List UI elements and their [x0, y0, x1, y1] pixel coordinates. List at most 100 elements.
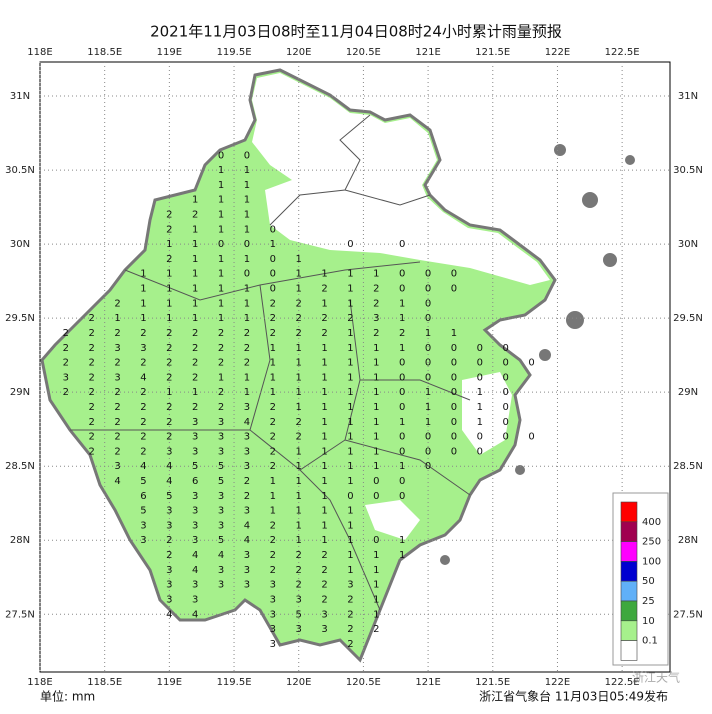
legend-label: 25	[642, 596, 655, 607]
rain-value: 1	[321, 269, 327, 280]
rain-value: 0	[451, 358, 457, 369]
legend-swatch	[620, 501, 638, 523]
rain-value: 1	[218, 210, 224, 221]
rain-value: 2	[218, 358, 224, 369]
rain-value: 1	[244, 298, 250, 309]
rain-value: 2	[166, 210, 172, 221]
rain-value: 2	[114, 417, 120, 428]
rain-value: 2	[166, 358, 172, 369]
x-tick-label: 121.5E	[475, 47, 510, 58]
rain-value: 4	[192, 550, 198, 561]
rain-value: 1	[347, 446, 353, 457]
legend-label: 400	[642, 517, 661, 528]
rain-value: 0	[425, 298, 431, 309]
rain-value: 2	[166, 343, 172, 354]
rain-value: 2	[218, 328, 224, 339]
rain-value: 2	[347, 313, 353, 324]
island	[582, 192, 598, 208]
rain-value: 2	[373, 284, 379, 295]
rain-value: 0	[218, 150, 224, 161]
legend-label: 250	[642, 537, 661, 548]
rain-value: 2	[296, 328, 302, 339]
rain-value: 1	[373, 372, 379, 383]
rain-value: 2	[296, 313, 302, 324]
rain-value: 1	[296, 387, 302, 398]
rain-value: 0	[399, 372, 405, 383]
rain-value: 1	[477, 417, 483, 428]
rain-value: 3	[270, 580, 276, 591]
rain-value: 1	[244, 387, 250, 398]
title: 2021年11月03日08时至11月04日08时24小时累计雨量预报	[150, 23, 562, 41]
rain-value: 1	[140, 298, 146, 309]
rain-value: 2	[244, 476, 250, 487]
rain-value: 1	[347, 565, 353, 576]
rain-value: 3	[244, 580, 250, 591]
border	[344, 439, 471, 496]
rain-value: 5	[296, 609, 302, 620]
rain-value: 0	[477, 358, 483, 369]
rain-value: 3	[244, 506, 250, 517]
rain-value: 1	[321, 535, 327, 546]
rain-value: 0	[503, 432, 509, 443]
rain-value: 0	[451, 387, 457, 398]
rain-value: 4	[166, 476, 172, 487]
rain-value: 3	[192, 535, 198, 546]
rain-value: 2	[296, 298, 302, 309]
border	[299, 469, 381, 611]
rain-value: 0	[270, 284, 276, 295]
y-tick-label: 29.5N	[5, 313, 35, 324]
rain-value: 2	[192, 343, 198, 354]
rain-value: 0	[477, 446, 483, 457]
rain-value: 0	[270, 224, 276, 235]
rain-value: 2	[166, 550, 172, 561]
rain-value: 1	[347, 372, 353, 383]
rain-value: 1	[270, 239, 276, 250]
rain-value: 3	[166, 446, 172, 457]
rain-value: 3	[244, 432, 250, 443]
rain-value: 0	[503, 343, 509, 354]
rain-value: 4	[114, 476, 120, 487]
rain-value: 3	[244, 446, 250, 457]
rain-value: 3	[140, 343, 146, 354]
rain-value: 2	[296, 432, 302, 443]
rain-value: 1	[347, 461, 353, 472]
rain-value: 1	[321, 520, 327, 531]
border	[360, 379, 471, 401]
rain-value: 4	[244, 535, 250, 546]
rain-value: 0	[425, 461, 431, 472]
rain-value: 2	[321, 565, 327, 576]
rain-value: 0	[373, 535, 379, 546]
y-tick-label: 29N	[10, 387, 30, 398]
rain-value: 0	[347, 239, 353, 250]
x-tick-label: 122E	[545, 677, 570, 688]
rain-value: 1	[166, 298, 172, 309]
rain-value: 2	[296, 417, 302, 428]
rain-value: 1	[218, 165, 224, 176]
rain-value: 2	[373, 624, 379, 635]
rain-value: 0	[270, 269, 276, 280]
rain-value: 2	[270, 402, 276, 413]
rain-value: 2	[166, 432, 172, 443]
rain-value: 2	[114, 432, 120, 443]
rain-value: 2	[244, 358, 250, 369]
rain-value: 0	[425, 269, 431, 280]
y-tick-label: 29N	[678, 387, 698, 398]
rain-value: 1	[321, 298, 327, 309]
rain-value: 1	[296, 461, 302, 472]
island	[603, 253, 617, 267]
rain-value: 2	[192, 358, 198, 369]
rain-value: 2	[63, 358, 69, 369]
legend-swatch	[620, 580, 638, 602]
rain-value: 0	[399, 446, 405, 457]
legend-swatch	[620, 541, 638, 562]
rain-value: 1	[347, 535, 353, 546]
rain-value: 0	[425, 343, 431, 354]
rain-value: 1	[321, 446, 327, 457]
rain-value: 3	[114, 372, 120, 383]
x-tick-label: 119E	[157, 677, 182, 688]
rain-value: 2	[166, 402, 172, 413]
rain-value: 3	[192, 580, 198, 591]
rain-value: 1	[192, 195, 198, 206]
rain-value: 1	[244, 254, 250, 265]
rain-value: 1	[399, 535, 405, 546]
